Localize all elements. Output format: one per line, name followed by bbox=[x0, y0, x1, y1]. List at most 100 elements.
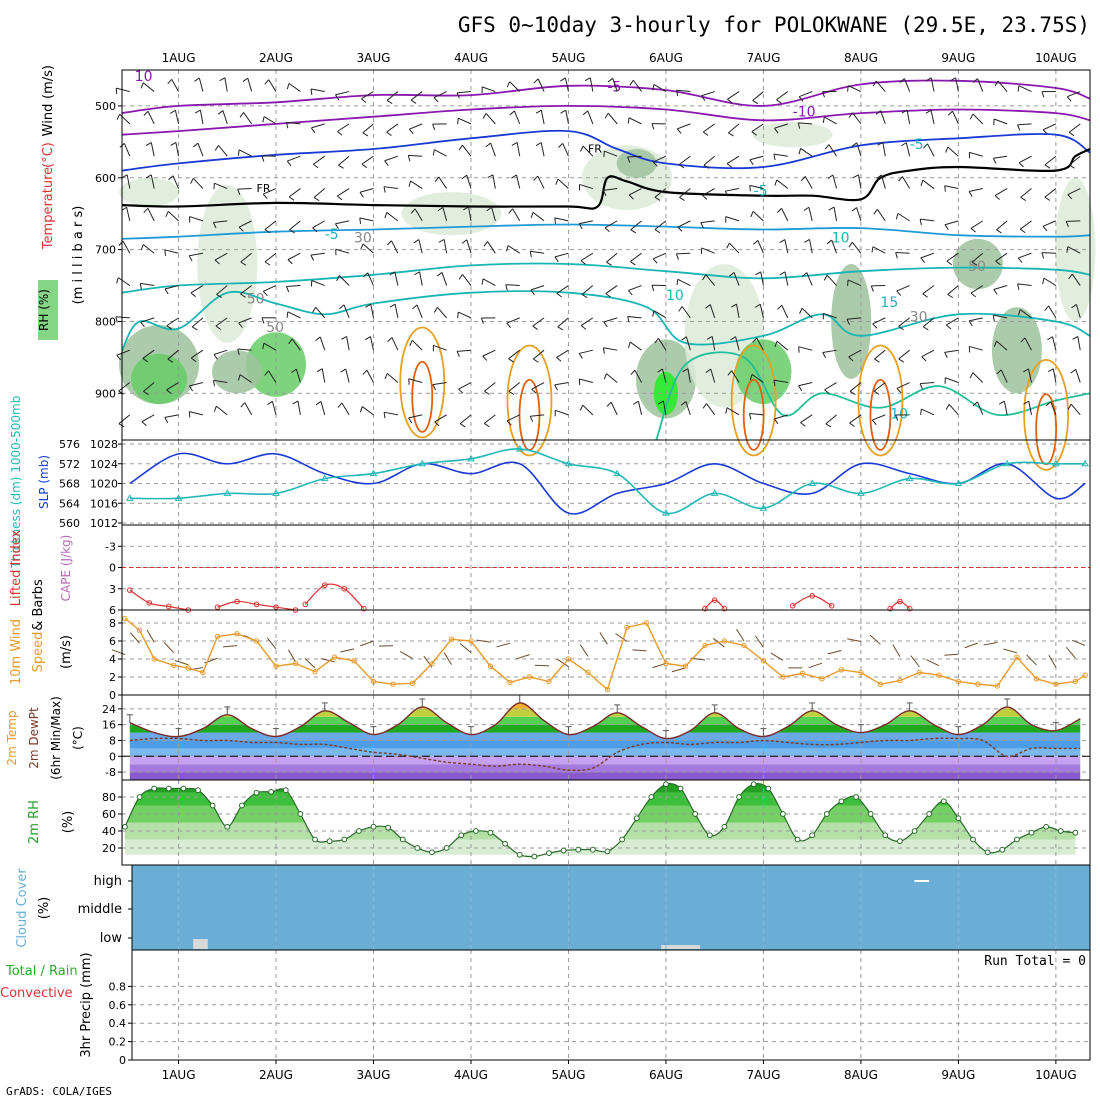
rh-marker bbox=[356, 829, 361, 834]
wind-barbs-axis-label: & Barbs bbox=[31, 579, 46, 631]
rh-shade-region bbox=[735, 339, 791, 404]
rh-marker bbox=[503, 841, 508, 846]
surface-wind-barb bbox=[984, 642, 998, 645]
wind-barb bbox=[1042, 253, 1056, 254]
surface-wind-barb bbox=[580, 645, 588, 657]
surface-wind-barb bbox=[496, 643, 509, 647]
cloud-patch bbox=[193, 939, 208, 949]
rh-marker bbox=[985, 850, 990, 855]
temp-band bbox=[122, 748, 1090, 756]
temp-axis-label: 2m Temp bbox=[5, 710, 19, 765]
cloud-patch bbox=[661, 945, 700, 949]
rh-shade-region bbox=[212, 350, 262, 393]
surface-wind-barb bbox=[809, 663, 822, 668]
rh-marker bbox=[371, 824, 376, 829]
temp-unit-label: (°C) bbox=[71, 726, 85, 750]
rh-marker bbox=[123, 824, 128, 829]
surface-wind-barb bbox=[870, 635, 880, 644]
surface-wind-barb bbox=[460, 644, 471, 653]
chart-title: GFS 0~10day 3-hourly for POLOKWANE (29.5… bbox=[458, 13, 1090, 37]
rh-marker bbox=[664, 782, 669, 787]
surface-wind-barb bbox=[516, 655, 529, 659]
lifted-index-line bbox=[793, 596, 832, 606]
surface-wind-barb bbox=[847, 639, 861, 642]
wind-unit-label: (m/s) bbox=[41, 65, 56, 99]
contour-label: 10 bbox=[666, 288, 684, 304]
wind-barb-flag bbox=[165, 250, 166, 256]
upper-air-ytick-label: 500 bbox=[95, 100, 116, 113]
rh2m-ytick-label: 40 bbox=[102, 825, 116, 838]
bottom-x-tick-label: 5AUG bbox=[552, 1068, 586, 1082]
rh-marker bbox=[342, 837, 347, 842]
surface-wind-barb bbox=[535, 665, 549, 666]
lifted-index-marker bbox=[127, 588, 132, 593]
bottom-x-tick-label: 10AUG bbox=[1035, 1068, 1077, 1082]
rh2m-unit-label: (%) bbox=[61, 811, 76, 834]
rh-marker bbox=[210, 803, 215, 808]
rh-marker bbox=[269, 790, 274, 795]
rh2m-ytick-label: 20 bbox=[102, 842, 116, 855]
cape-ytick-label: 6 bbox=[109, 604, 116, 617]
temperature-axis-label: Temperature bbox=[41, 167, 56, 250]
rh-marker bbox=[781, 812, 786, 817]
rh-marker bbox=[868, 812, 873, 817]
precip-ytick-label: 0.8 bbox=[109, 980, 127, 993]
wind-barb-flag bbox=[458, 118, 459, 124]
wind-barb-flag bbox=[116, 317, 117, 323]
rh-marker bbox=[693, 812, 698, 817]
surface-wind-barb bbox=[1003, 649, 1016, 653]
precip-total-rain-label: Total / Rain bbox=[5, 964, 78, 979]
upper-air-ytick-label: 900 bbox=[95, 387, 116, 400]
rh-marker bbox=[620, 837, 625, 842]
bottom-x-tick-label: 6AUG bbox=[649, 1068, 683, 1082]
precip-ytick-label: 0 bbox=[119, 1054, 126, 1067]
rh-marker bbox=[824, 812, 829, 817]
wind-barb-flag bbox=[360, 218, 361, 224]
wind-barb-flag bbox=[750, 185, 751, 191]
rh-marker bbox=[152, 786, 157, 791]
temp-band bbox=[122, 740, 1090, 748]
surface-wind-barb bbox=[360, 641, 373, 646]
bottom-x-tick-label: 9AUG bbox=[941, 1068, 975, 1082]
rh-marker bbox=[313, 837, 318, 842]
contour-label: 50 bbox=[266, 320, 284, 336]
rh-marker bbox=[547, 851, 552, 856]
surface-wind-barb bbox=[130, 633, 139, 644]
cloud-level-label: middle bbox=[78, 902, 122, 917]
rh-marker bbox=[576, 847, 581, 852]
wind-axis-label: 10m Wind bbox=[9, 619, 24, 685]
temp-band bbox=[122, 709, 1090, 717]
precip-ytick-label: 0.4 bbox=[109, 1017, 127, 1030]
rh-marker bbox=[1058, 829, 1063, 834]
top-x-tick-label: 5AUG bbox=[552, 51, 586, 65]
cloud-axis-label: Cloud Cover bbox=[15, 868, 30, 948]
wind-barb-flag bbox=[287, 312, 288, 318]
slp-ytick-label: 1024 bbox=[90, 458, 118, 471]
rh-marker bbox=[649, 795, 654, 800]
rh2m-ytick-label: 80 bbox=[102, 791, 116, 804]
rh-marker bbox=[883, 833, 888, 838]
rh-marker bbox=[737, 795, 742, 800]
surface-wind-barb bbox=[477, 640, 491, 642]
dewpoint-axis-label: 2m DewPt bbox=[27, 707, 41, 769]
rh-marker bbox=[532, 854, 537, 859]
cloud-level-label: high bbox=[94, 874, 122, 889]
rh-marker bbox=[678, 786, 683, 791]
cloud-level-label: low bbox=[100, 931, 123, 946]
lifted-index-axis-label: Lifted Index bbox=[9, 529, 24, 606]
wind-barb-flag bbox=[116, 88, 117, 94]
bottom-x-tick-label: 4AUG bbox=[454, 1068, 488, 1082]
surface-wind-barb bbox=[1027, 655, 1037, 665]
upper-air-ytick-label: 600 bbox=[95, 172, 116, 185]
temp2m-ytick-label: 16 bbox=[102, 719, 116, 732]
rh-marker bbox=[766, 786, 771, 791]
rh2m-axis-label: 2m RH bbox=[27, 800, 42, 844]
surface-wind-barb bbox=[755, 636, 763, 647]
wind-barb-flag bbox=[117, 114, 119, 119]
wind10m-ytick-label: 6 bbox=[109, 635, 116, 648]
surface-wind-barb bbox=[632, 650, 646, 651]
wind-barb-flag bbox=[189, 412, 190, 418]
rh-marker bbox=[254, 790, 259, 795]
rh-marker bbox=[473, 829, 478, 834]
thickness-ytick-label: 564 bbox=[59, 497, 80, 510]
